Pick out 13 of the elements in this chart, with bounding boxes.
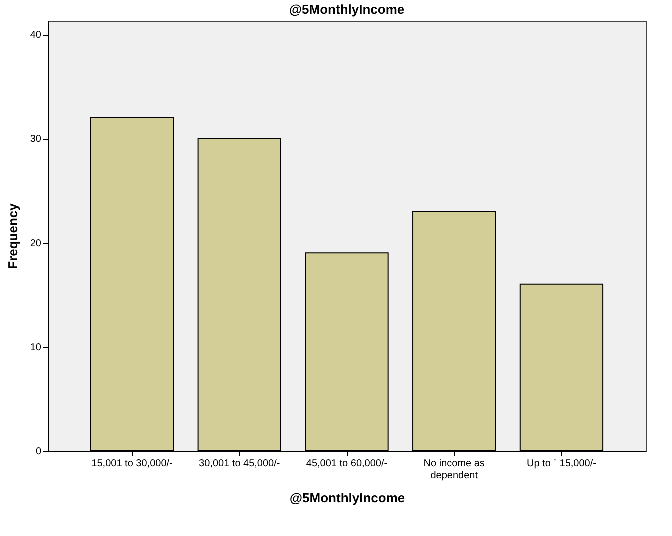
y-tick-label: 30 xyxy=(30,134,42,146)
y-tick-label: 0 xyxy=(36,446,42,458)
y-tick-label: 10 xyxy=(30,342,42,354)
x-tick-label: No income as dependent xyxy=(424,458,485,482)
x-tick-label: 30,001 to 45,000/- xyxy=(199,458,280,470)
y-tick-label: 40 xyxy=(30,30,42,42)
y-axis-title: Frequency xyxy=(5,202,20,270)
chart-title: @5MonthlyIncome xyxy=(289,2,405,17)
x-tick-label: 45,001 to 60,000/- xyxy=(306,458,388,470)
x-axis-title: @5MonthlyIncome xyxy=(290,490,406,506)
y-tick-label: 20 xyxy=(30,238,42,250)
x-tick-label: 15,001 to 30,000/- xyxy=(92,458,173,470)
x-tick-label: Up to ` 15,000/- xyxy=(526,458,596,470)
